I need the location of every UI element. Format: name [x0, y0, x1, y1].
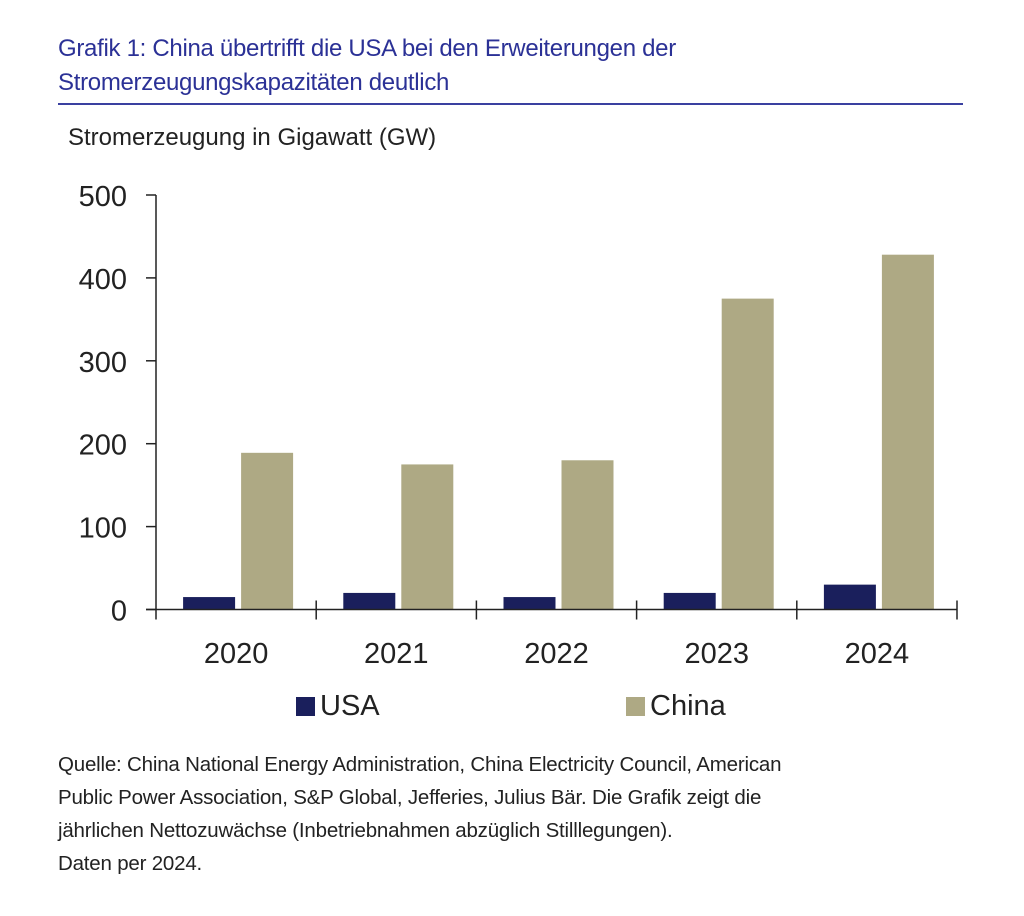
- legend-item-usa: USA: [296, 690, 380, 723]
- x-tick-label: 2024: [845, 638, 910, 670]
- y-tick-label: 400: [79, 264, 127, 296]
- y-tick-label: 500: [79, 181, 127, 213]
- bars: [183, 254, 934, 610]
- legend: USA China: [0, 690, 1024, 730]
- source-note-line-2: Public Power Association, S&P Global, Je…: [58, 786, 762, 809]
- y-axis: 0 100 200 300 400 500: [79, 181, 157, 628]
- chart-title-line-1: Grafik 1: China übertrifft die USA bei d…: [58, 35, 676, 62]
- bar-usa-2021: [343, 592, 396, 610]
- bar-china-2021: [401, 464, 454, 610]
- bar-usa-2023: [663, 592, 716, 610]
- x-tick-label: 2023: [684, 638, 749, 670]
- source-note-line-1: Quelle: China National Energy Administra…: [58, 753, 782, 776]
- source-note-line-4: Daten per 2024.: [58, 852, 203, 875]
- legend-swatch-usa: [296, 697, 315, 716]
- bar-china-2023: [721, 298, 774, 610]
- bar-china-2022: [561, 460, 614, 610]
- legend-label-china: China: [650, 690, 726, 722]
- chart-title-line-2: Stromerzeugungskapazitäten deutlich: [58, 69, 450, 96]
- x-axis: 2020 2021 2022 2023 2024: [146, 600, 958, 670]
- source-note-line-3: jährlichen Nettozuwächse (Inbetriebnahme…: [58, 819, 673, 842]
- bar-usa-2020: [183, 597, 236, 610]
- bar-usa-2022: [503, 597, 556, 610]
- bar-china-2020: [241, 452, 294, 610]
- legend-item-china: China: [626, 690, 726, 723]
- legend-swatch-china: [626, 697, 645, 716]
- x-tick-label: 2022: [524, 638, 589, 670]
- title-divider: [58, 103, 963, 105]
- bar-usa-2024: [823, 584, 876, 610]
- source-note: Quelle: China National Energy Administra…: [58, 748, 968, 880]
- x-tick-label: 2020: [204, 638, 269, 670]
- y-tick-label: 100: [79, 513, 127, 545]
- y-tick-label: 0: [111, 596, 127, 628]
- x-tick-label: 2021: [364, 638, 429, 670]
- chart-title: Grafik 1: China übertrifft die USA bei d…: [58, 32, 968, 100]
- legend-label-usa: USA: [320, 690, 380, 722]
- bar-china-2024: [881, 254, 934, 610]
- y-tick-label: 200: [79, 430, 127, 462]
- y-axis-label: Stromerzeugung in Gigawatt (GW): [68, 124, 437, 151]
- y-tick-label: 300: [79, 347, 127, 379]
